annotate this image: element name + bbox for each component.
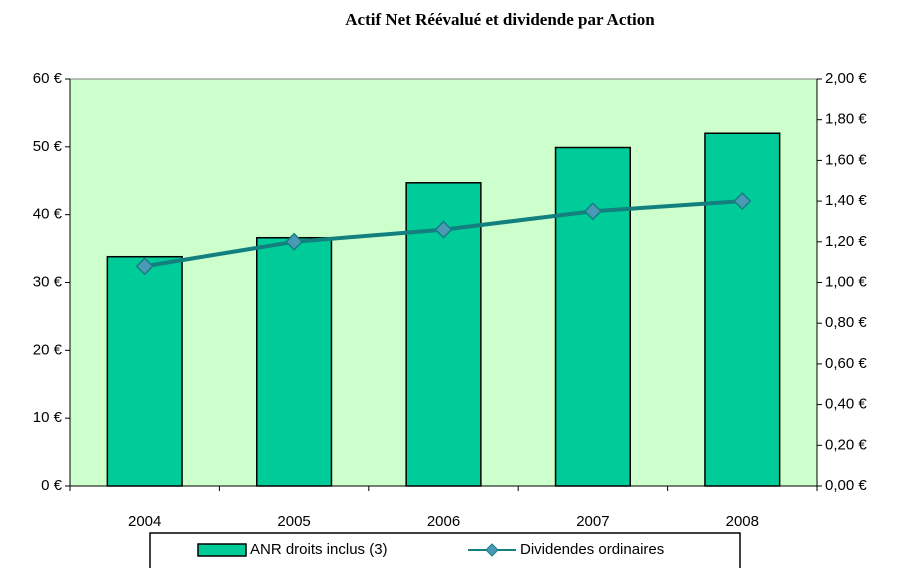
x-tick-label: 2006 — [427, 513, 460, 530]
x-tick-label: 2005 — [277, 513, 310, 530]
y2-tick-label: 1,40 € — [825, 192, 867, 209]
y2-tick-label: 1,60 € — [825, 151, 867, 168]
marker — [733, 192, 752, 211]
y-tick-label: 30 € — [33, 273, 63, 290]
marker — [434, 220, 453, 239]
y-tick-label: 10 € — [33, 409, 63, 426]
y2-tick-label: 0,20 € — [825, 436, 867, 453]
chart-title: Actif Net Réévalué et dividende par Acti… — [345, 10, 655, 29]
x-tick-label: 2004 — [128, 513, 161, 530]
y2-tick-label: 2,00 € — [825, 70, 867, 87]
y2-tick-label: 0,00 € — [825, 477, 867, 494]
y-tick-label: 60 € — [33, 70, 63, 87]
x-tick-label: 2007 — [576, 513, 609, 530]
y2-tick-label: 0,60 € — [825, 355, 867, 372]
y2-tick-label: 0,40 € — [825, 396, 867, 413]
legend-swatch — [197, 543, 247, 557]
y-tick-label: 40 € — [33, 206, 63, 223]
marker — [583, 202, 602, 221]
y-tick-label: 20 € — [33, 341, 63, 358]
y2-tick-label: 1,80 € — [825, 111, 867, 128]
y-tick-label: 50 € — [33, 138, 63, 155]
x-tick-label: 2008 — [726, 513, 759, 530]
y2-tick-label: 1,00 € — [825, 273, 867, 290]
legend-label: ANR droits inclus (3) — [250, 541, 388, 558]
marker — [135, 257, 154, 276]
y2-tick-label: 0,80 € — [825, 314, 867, 331]
bar — [704, 132, 781, 487]
bar — [256, 236, 333, 487]
y2-tick-label: 1,20 € — [825, 233, 867, 250]
legend-box — [149, 532, 741, 568]
bar — [106, 255, 183, 487]
legend-label: Dividendes ordinaires — [520, 541, 664, 558]
marker — [285, 232, 304, 251]
y-tick-label: 0 € — [41, 477, 63, 494]
legend-marker — [485, 543, 499, 557]
bar — [554, 146, 631, 487]
